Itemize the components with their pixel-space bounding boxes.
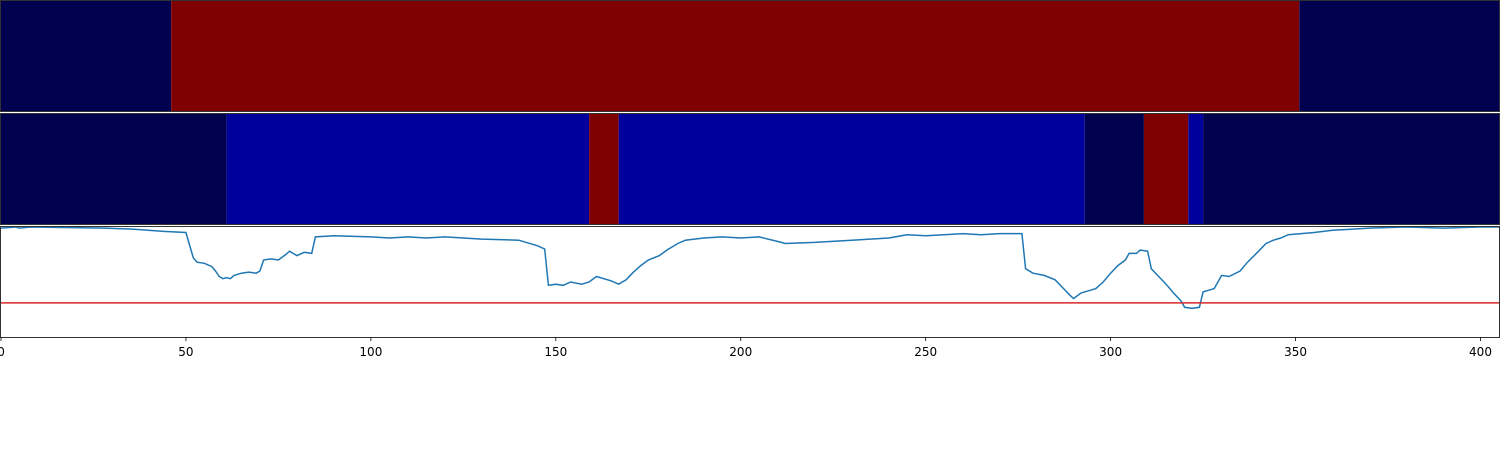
heatmap-cell bbox=[1, 1, 172, 111]
heatmap-cell bbox=[618, 114, 1085, 224]
heatmap-cell bbox=[1203, 114, 1499, 224]
x-tick-label: 350 bbox=[1284, 345, 1307, 359]
panel-1 bbox=[0, 0, 1500, 112]
x-tick-label: 50 bbox=[178, 345, 193, 359]
panel-frame bbox=[0, 226, 1500, 338]
x-tick-label: 300 bbox=[1099, 345, 1122, 359]
x-tick-label: 400 bbox=[1469, 345, 1492, 359]
x-tick-label: 0 bbox=[0, 345, 5, 359]
panels-layer bbox=[0, 0, 1500, 338]
heatmap-cell bbox=[1, 114, 227, 224]
heatmap-cell bbox=[1188, 114, 1204, 224]
heatmap-cell bbox=[1299, 1, 1499, 111]
heatmap-cell bbox=[1084, 114, 1144, 224]
x-tick-label: 150 bbox=[544, 345, 567, 359]
heatmap-cell bbox=[589, 114, 619, 224]
x-axis: 0 50 100 150 200 250 300 350 400 bbox=[0, 337, 1492, 359]
panel-2 bbox=[0, 113, 1500, 225]
x-tick-label: 100 bbox=[359, 345, 382, 359]
x-tick-label: 250 bbox=[914, 345, 937, 359]
heatmap-cell bbox=[226, 114, 590, 224]
heatmap-cell bbox=[171, 1, 1300, 111]
x-tick-label: 200 bbox=[729, 345, 752, 359]
panel-3 bbox=[0, 226, 1500, 338]
series-line bbox=[1, 227, 1499, 310]
heatmap-cell bbox=[1143, 114, 1189, 224]
